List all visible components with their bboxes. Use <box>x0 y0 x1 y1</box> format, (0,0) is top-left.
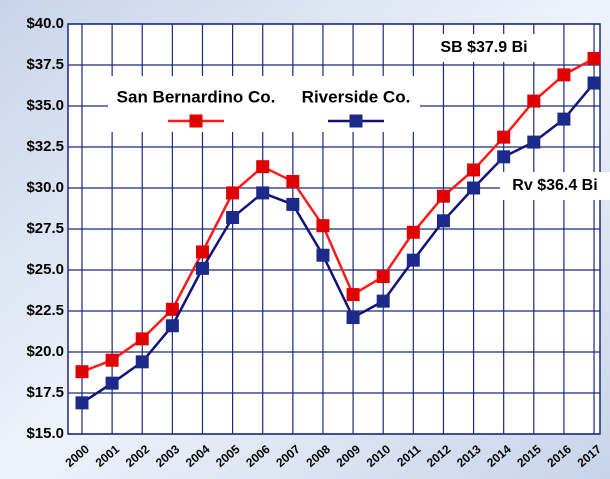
legend <box>108 76 420 132</box>
marker <box>105 376 119 390</box>
marker <box>467 163 481 177</box>
marker <box>75 396 89 410</box>
marker <box>436 214 450 228</box>
marker <box>135 355 149 369</box>
marker <box>497 150 511 164</box>
annotation: Rv $36.4 Bi <box>512 177 597 194</box>
y-tick-label: $35.0 <box>26 97 64 114</box>
marker <box>497 130 511 144</box>
legend-label: Riverside Co. <box>302 87 411 106</box>
y-tick-label: $20.0 <box>26 343 64 360</box>
marker <box>346 311 360 325</box>
marker <box>587 76 601 90</box>
marker <box>286 174 300 188</box>
marker <box>195 261 209 275</box>
marker <box>165 302 179 316</box>
marker <box>557 112 571 126</box>
marker <box>226 211 240 225</box>
marker <box>436 189 450 203</box>
annotation: SB $37.9 Bi <box>440 39 527 56</box>
marker <box>527 94 541 108</box>
marker <box>406 253 420 267</box>
marker <box>135 332 149 346</box>
marker <box>346 288 360 302</box>
y-tick-label: $30.0 <box>26 179 64 196</box>
y-tick-label: $15.0 <box>26 425 64 442</box>
annotation-box <box>500 172 610 200</box>
y-tick-label: $27.5 <box>26 220 64 237</box>
y-tick-label: $25.0 <box>26 261 64 278</box>
marker <box>256 160 270 174</box>
marker <box>376 270 390 284</box>
y-tick-label: $40.0 <box>26 15 64 32</box>
marker <box>226 186 240 200</box>
marker <box>316 219 330 233</box>
marker <box>557 68 571 82</box>
legend-marker <box>349 114 363 128</box>
marker <box>286 197 300 211</box>
marker <box>165 319 179 333</box>
y-tick-label: $22.5 <box>26 302 64 319</box>
y-tick-label: $17.5 <box>26 384 64 401</box>
y-tick-label: $32.5 <box>26 138 64 155</box>
legend-marker <box>189 114 203 128</box>
marker <box>195 245 209 259</box>
annotation-box <box>428 34 540 62</box>
marker <box>467 181 481 195</box>
marker <box>376 294 390 308</box>
legend-label: San Bernardino Co. <box>117 87 276 106</box>
marker <box>256 186 270 200</box>
marker <box>406 225 420 239</box>
marker <box>527 135 541 149</box>
y-tick-label: $37.5 <box>26 56 64 73</box>
marker <box>105 353 119 367</box>
marker <box>75 365 89 379</box>
marker <box>316 248 330 262</box>
marker <box>587 51 601 65</box>
